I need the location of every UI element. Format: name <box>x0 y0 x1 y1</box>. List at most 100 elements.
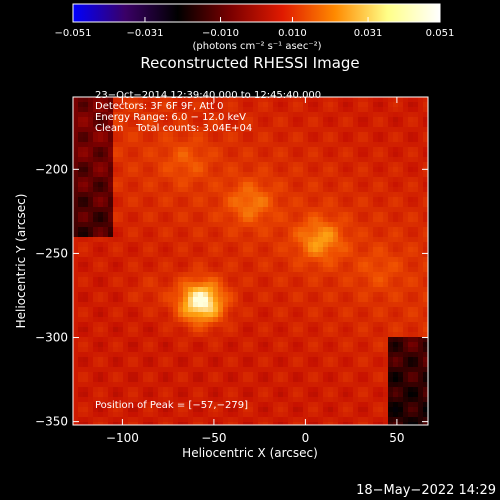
heatmap-cell <box>398 262 404 268</box>
heatmap-cell <box>318 142 324 148</box>
heatmap-cell <box>368 217 374 223</box>
heatmap-cell <box>228 272 234 278</box>
heatmap-cell <box>418 422 424 425</box>
heatmap-cell <box>368 417 374 423</box>
heatmap-cell <box>118 282 124 288</box>
heatmap-cell <box>383 132 389 138</box>
info-line-1: 23−Oct−2014 12:39:40.000 to 12:45:40.000 <box>95 90 321 101</box>
heatmap-cell <box>288 237 294 243</box>
heatmap-cell <box>398 217 404 223</box>
heatmap-cell <box>368 232 374 238</box>
heatmap-cell <box>273 327 279 333</box>
heatmap-cell <box>198 242 204 248</box>
heatmap-cell <box>78 362 84 368</box>
heatmap-cell <box>83 207 89 213</box>
heatmap-cell <box>118 192 124 198</box>
heatmap-cell <box>88 332 94 338</box>
heatmap-cell <box>173 342 179 348</box>
heatmap-cell <box>368 157 374 163</box>
heatmap-cell <box>278 142 284 148</box>
heatmap-cell <box>388 392 394 398</box>
heatmap-cell <box>218 202 224 208</box>
heatmap-cell <box>258 232 264 238</box>
heatmap-cell <box>373 97 379 103</box>
heatmap-cell <box>353 162 359 168</box>
heatmap-cell <box>333 362 339 368</box>
heatmap-cell <box>288 347 294 353</box>
heatmap-cell <box>268 197 274 203</box>
heatmap-cell <box>218 302 224 308</box>
heatmap-cell <box>153 207 159 213</box>
heatmap-cell <box>378 192 384 198</box>
heatmap-cell <box>193 387 199 393</box>
heatmap-cell <box>98 397 104 403</box>
heatmap-cell <box>373 222 379 228</box>
heatmap-cell <box>343 327 349 333</box>
heatmap-cell <box>283 272 289 278</box>
heatmap-cell <box>138 342 144 348</box>
heatmap-cell <box>158 317 164 323</box>
heatmap-cell <box>113 362 119 368</box>
heatmap-cell <box>223 247 229 253</box>
heatmap-cell <box>328 127 334 133</box>
x-axis-label: Heliocentric X (arcsec) <box>182 446 318 460</box>
heatmap-cell <box>358 397 364 403</box>
heatmap-cell <box>243 202 249 208</box>
heatmap-cell <box>208 272 214 278</box>
heatmap-cell <box>358 142 364 148</box>
heatmap-cell <box>248 182 254 188</box>
heatmap-cell <box>73 172 79 178</box>
heatmap-cell <box>368 147 374 153</box>
heatmap-cell <box>228 102 234 108</box>
heatmap-cell <box>108 247 114 253</box>
heatmap-cell <box>313 192 319 198</box>
heatmap-cell <box>408 302 414 308</box>
heatmap-cell <box>363 167 369 173</box>
heatmap-cell <box>153 412 159 418</box>
heatmap-cell <box>278 367 284 373</box>
heatmap-cell <box>373 212 379 218</box>
heatmap-cell <box>143 387 149 393</box>
heatmap-cell <box>328 332 334 338</box>
heatmap-cell <box>263 407 269 413</box>
heatmap-cell <box>208 292 214 298</box>
heatmap-cell <box>83 397 89 403</box>
heatmap-cell <box>218 232 224 238</box>
heatmap-cell <box>338 122 344 128</box>
heatmap-cell <box>383 292 389 298</box>
heatmap-cell <box>418 177 424 183</box>
heatmap-cell <box>113 402 119 408</box>
heatmap-cell <box>378 227 384 233</box>
heatmap-cell <box>353 367 359 373</box>
heatmap-cell <box>178 182 184 188</box>
heatmap-cell <box>243 197 249 203</box>
heatmap-cell <box>188 187 194 193</box>
heatmap-cell <box>363 387 369 393</box>
heatmap-cell <box>388 287 394 293</box>
heatmap-cell <box>128 352 134 358</box>
heatmap-cell <box>298 282 304 288</box>
heatmap-cell <box>408 157 414 163</box>
heatmap-cell <box>123 157 129 163</box>
heatmap-cell <box>363 112 369 118</box>
heatmap-cell <box>168 417 174 423</box>
heatmap-cell <box>253 247 259 253</box>
heatmap-cell <box>273 187 279 193</box>
heatmap-cell <box>288 407 294 413</box>
heatmap-cell <box>243 387 249 393</box>
heatmap-cell <box>118 137 124 143</box>
heatmap-cell <box>208 192 214 198</box>
heatmap-cell <box>143 382 149 388</box>
heatmap-cell <box>83 157 89 163</box>
heatmap-cell <box>183 347 189 353</box>
heatmap-cell <box>418 192 424 198</box>
heatmap-cell <box>318 337 324 343</box>
heatmap-cell <box>348 177 354 183</box>
heatmap-cell <box>98 142 104 148</box>
heatmap-cell <box>288 212 294 218</box>
heatmap-cell <box>313 317 319 323</box>
heatmap-cell <box>103 222 109 228</box>
heatmap-cell <box>108 147 114 153</box>
heatmap-cell <box>413 147 419 153</box>
heatmap-cell <box>363 177 369 183</box>
